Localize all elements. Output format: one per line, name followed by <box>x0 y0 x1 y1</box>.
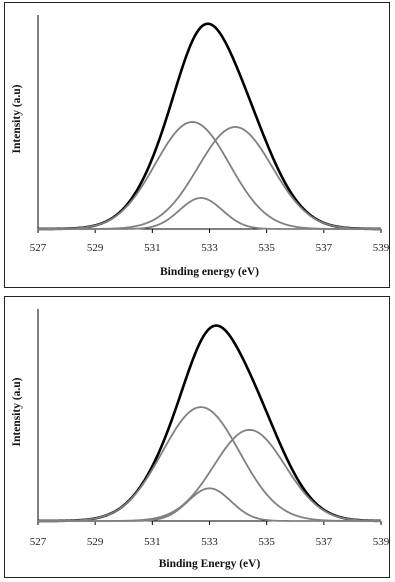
top-component-curve-2 <box>38 126 381 230</box>
top-x-tick-label: 527 <box>30 242 47 254</box>
bottom-x-tick-label: 533 <box>201 536 218 548</box>
bottom-component-curve-2 <box>38 428 382 522</box>
chart-svg-top: 527 529 531 533 535 537 539 Binding energy (eV)… <box>11 15 390 278</box>
bottom-component-curve-1 <box>38 406 381 522</box>
bottom-x-tick-label: 531 <box>144 536 161 548</box>
top-x-axis-label: Binding energy (eV) <box>160 266 259 278</box>
top-x-tick-label: 537 <box>316 242 333 254</box>
bottom-x-tick-label: 529 <box>87 536 104 548</box>
top-x-tick-label: 529 <box>87 242 104 254</box>
bottom-y-axis-label: Intensity (a.u) <box>11 377 23 446</box>
xps-chart-top: 527 529 531 533 535 537 539 Binding energy (eV)… <box>4 2 390 288</box>
top-x-tick-label: 533 <box>201 242 218 254</box>
top-x-tick-label: 539 <box>373 242 390 254</box>
bottom-x-tick-label: 539 <box>373 536 390 548</box>
bottom-envelope-curve-0 <box>37 324 382 523</box>
bottom-x-tick-label: 537 <box>316 536 333 548</box>
bottom-x-tick-label: 527 <box>30 536 47 548</box>
bottom-x-axis-label: Binding Energy (eV) <box>159 558 261 570</box>
chart-svg-bottom: 527 529 531 533 535 537 539 Binding Energy (eV)… <box>11 309 390 570</box>
top-x-tick-label: 531 <box>144 242 161 254</box>
xps-chart-bottom: 527 529 531 533 535 537 539 Binding Energy (eV)… <box>4 296 390 578</box>
top-y-axis-label: Intensity (a.u) <box>11 84 23 153</box>
top-component-curve-3 <box>38 197 381 230</box>
bottom-component-curve-3 <box>38 487 381 522</box>
top-component-curve-1 <box>38 121 381 230</box>
top-envelope-curve-0 <box>37 22 382 231</box>
top-x-tick-label: 535 <box>258 242 275 254</box>
bottom-x-tick-label: 535 <box>258 536 275 548</box>
